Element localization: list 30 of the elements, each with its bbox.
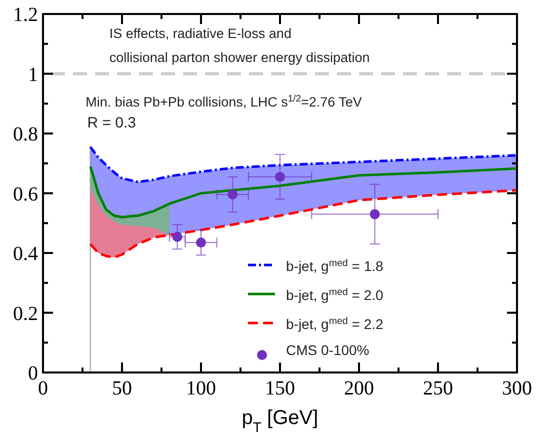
y-tick-label: 0.6 [13, 183, 38, 206]
line-series [89, 189, 517, 259]
y-tick-label: 0.8 [13, 124, 38, 146]
x-tick-label: 150 [265, 378, 295, 400]
x-axis-title: p$_{T}$ [GeV] [242, 407, 318, 432]
annotation: collisional parton shower energy dissipation [109, 50, 370, 65]
annotation: IS effects, radiative E-loss and [109, 26, 292, 41]
legend-label: b-jet, g$^{med}$ = 2.0 [286, 286, 384, 303]
y-tick-label: 1 [28, 64, 38, 86]
y-tick-label: 0 [28, 362, 38, 384]
annotation: R = 0.3 [87, 114, 136, 132]
legend-label: b-jet, g$^{med}$ = 1.8 [286, 258, 384, 274]
annotation: Min. bias Pb+Pb collisions, LHC s$^{1/2}$=2.76 TeV [86, 93, 362, 110]
point [196, 238, 206, 248]
legend-label: b-jet, g$^{med}$ = 2.2 [286, 316, 384, 332]
legend-label: CMS 0-100% [286, 342, 370, 358]
x-tick-label: 50 [112, 378, 132, 400]
line-series [89, 146, 517, 184]
line-series [89, 165, 517, 218]
x-tick-label: 250 [423, 378, 453, 400]
x-tick-label: 200 [344, 378, 374, 400]
point [275, 172, 285, 182]
point [228, 189, 238, 200]
y-tick-label: 0.4 [13, 243, 38, 265]
point [370, 209, 380, 220]
y-tick-label: 1.2 [13, 4, 38, 26]
y-tick-label: 0.2 [13, 302, 38, 325]
x-tick-label: 300 [502, 378, 532, 400]
x-tick-label: 100 [186, 378, 216, 400]
point [172, 232, 182, 242]
